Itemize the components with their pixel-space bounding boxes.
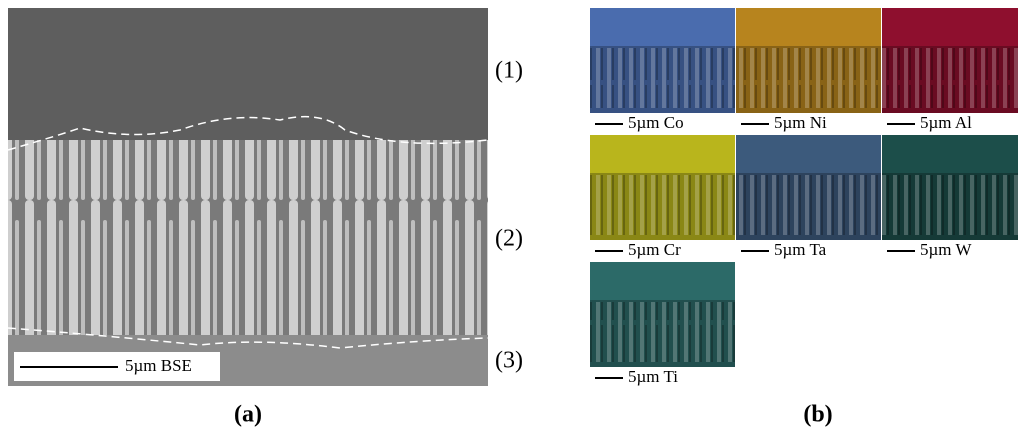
- scale-bar-label: 5µm Ni: [774, 113, 827, 132]
- eds-map-texture: [590, 48, 735, 108]
- region-label: (1): [495, 58, 523, 84]
- scale-bar-label: 5µm BSE: [125, 356, 192, 375]
- eds-map-texture: [736, 48, 881, 108]
- eds-map-texture: [590, 175, 735, 235]
- scale-bar-label: 5µm Ti: [628, 367, 678, 386]
- page: {"panel_a": {"label": "(a)", "scale_bar"…: [0, 0, 1018, 432]
- eds-map-texture: [736, 175, 881, 235]
- figure: 5µm BSE (1) (2) (3) (a) (b) 5µm Co 5µm Ni…: [0, 0, 1018, 432]
- scale-bar-label: 5µm Cr: [628, 240, 681, 259]
- region-label: (3): [495, 348, 523, 374]
- bse-image: 5µm BSE: [8, 8, 488, 386]
- eds-map-texture: [882, 48, 1018, 108]
- eds-map-texture: [882, 175, 1018, 235]
- scale-bar-label: 5µm Ta: [774, 240, 827, 259]
- scale-bar-label: 5µm Co: [628, 113, 684, 132]
- scale-bar-label: 5µm Al: [920, 113, 972, 132]
- region-label: (2): [495, 226, 523, 252]
- panel-label: (a): [234, 402, 262, 428]
- scale-bar-label: 5µm W: [920, 240, 972, 259]
- eds-map-texture: [590, 302, 735, 362]
- panel-label: (b): [803, 402, 832, 428]
